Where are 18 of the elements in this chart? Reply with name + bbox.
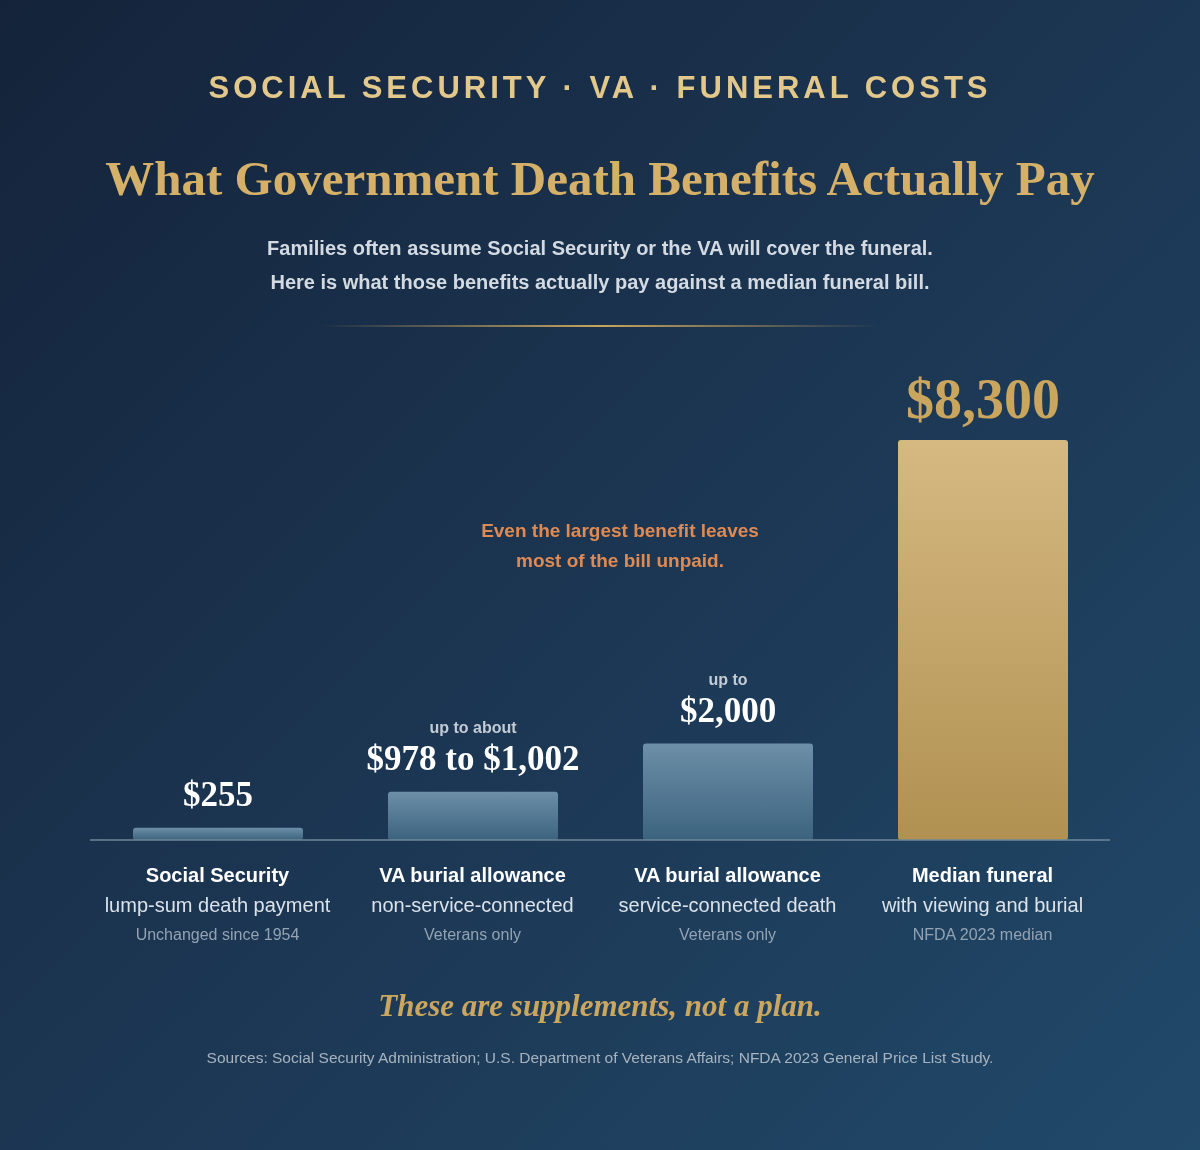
chart-title: What Government Death Benefits Actually Pay <box>104 150 1096 207</box>
text: SOCIAL SECURITY · VA · FUNERAL COSTS <box>208 70 992 105</box>
data-label: $8,300 <box>906 368 1060 430</box>
chart-subtitle: Families often assume Social Security or the VA will cover the funeral. Here is what those benefits actually pay against a median funeral bill. <box>266 236 934 295</box>
x-tick-label: Median funeral with viewing and burial NFDA 2023 median <box>880 864 1084 943</box>
text: These are supplements, not a plan. <box>378 988 822 1023</box>
data-label: up to $2,000 <box>679 670 777 730</box>
bar <box>388 791 558 840</box>
bar <box>898 440 1068 840</box>
source-note: Sources: Social Security Administration; U.S. Department of Veterans Affairs; NFDA 2023 General Price List Study. <box>206 1049 994 1066</box>
bar <box>643 743 813 840</box>
bar <box>133 827 303 840</box>
x-tick-label: Social Security lump-sum death payment Unchanged since 1954 <box>104 864 331 943</box>
data-label: up to about $978 to $1,002 <box>366 718 580 778</box>
annotation: Even the largest benefit leaves most of the bill unpaid. <box>481 520 759 571</box>
x-tick-label: VA burial allowance service-connected death Veterans only <box>618 864 837 943</box>
data-label: $255 <box>183 774 253 814</box>
x-tick-label: VA burial allowance non-service-connected Veterans only <box>371 864 574 943</box>
